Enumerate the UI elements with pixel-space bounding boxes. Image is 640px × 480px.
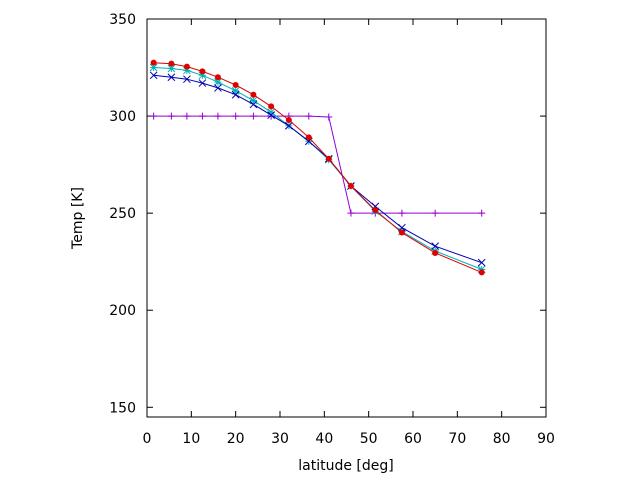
y-tick-labels: 150 200 250 300 350: [109, 12, 136, 416]
x-tick-labels: 0 10 20 30 40 50 60 70 80 90: [143, 431, 555, 447]
data-point: [149, 71, 158, 80]
x-tick-label: 70: [448, 431, 466, 447]
data-point: [149, 63, 158, 72]
y-axis-title: Temp [K]: [70, 187, 86, 250]
data-point: [150, 112, 158, 120]
data-point: [432, 249, 439, 256]
data-point: [398, 209, 406, 217]
data-point: [285, 116, 292, 123]
y-tick-label: 250: [109, 206, 136, 222]
data-point: [183, 112, 191, 120]
data-point: [214, 78, 222, 86]
x-tick-label: 0: [143, 431, 152, 447]
data-point: [231, 90, 240, 99]
data-point: [167, 64, 176, 73]
data-point: [198, 112, 206, 120]
data-point: [168, 60, 175, 67]
tick-marks: [146, 18, 547, 417]
y-tick-label: 300: [109, 109, 136, 125]
plot-frame: [146, 18, 547, 418]
series-2: [149, 71, 486, 267]
data-point: [167, 112, 175, 120]
x-tick-label: 30: [271, 431, 289, 447]
x-tick-label: 80: [493, 431, 511, 447]
data-point: [232, 112, 240, 120]
data-point: [199, 68, 206, 75]
data-point: [214, 112, 222, 120]
data-point: [232, 82, 239, 89]
data-point: [183, 66, 191, 75]
data-point: [305, 112, 313, 120]
data-point: [478, 269, 485, 276]
data-point: [305, 134, 312, 141]
series-0: [150, 112, 486, 217]
data-point: [347, 209, 355, 217]
data-point: [431, 242, 440, 251]
data-point: [198, 79, 207, 87]
y-tick-label: 350: [109, 12, 136, 28]
data-point: [268, 103, 275, 110]
data-point: [398, 229, 405, 236]
data-point: [372, 207, 379, 214]
data-point: [431, 209, 439, 217]
x-tick-label: 90: [537, 431, 555, 447]
series-1: [149, 63, 486, 274]
series-layer: [149, 59, 486, 276]
data-point: [249, 96, 258, 105]
data-point: [267, 108, 275, 117]
x-tick-label: 60: [404, 431, 422, 447]
y-tick-label: 200: [109, 303, 136, 319]
data-point: [285, 121, 293, 130]
series-line: [153, 62, 482, 273]
data-point: [167, 73, 176, 82]
data-point: [231, 86, 240, 95]
data-point: [477, 258, 486, 267]
series-3: [150, 59, 485, 276]
x-axis-title: latitude [deg]: [298, 458, 393, 474]
x-tick-label: 50: [360, 431, 378, 447]
data-point: [478, 209, 486, 217]
data-point: [325, 155, 332, 162]
data-point: [249, 112, 257, 120]
data-point: [183, 75, 191, 84]
data-point: [214, 84, 222, 92]
data-point: [249, 100, 258, 109]
data-point: [347, 182, 354, 189]
x-tick-label: 40: [315, 431, 333, 447]
y-tick-label: 150: [109, 400, 136, 416]
data-point: [183, 63, 190, 70]
data-point: [150, 59, 157, 66]
data-point: [198, 71, 207, 80]
data-point: [214, 74, 221, 81]
series-line: [153, 67, 482, 270]
data-point: [325, 113, 333, 121]
x-tick-label: 20: [227, 431, 245, 447]
series-line: [153, 115, 482, 214]
x-tick-label: 10: [182, 431, 200, 447]
series-line: [153, 74, 482, 264]
data-point: [250, 91, 257, 98]
data-point: [267, 111, 275, 119]
